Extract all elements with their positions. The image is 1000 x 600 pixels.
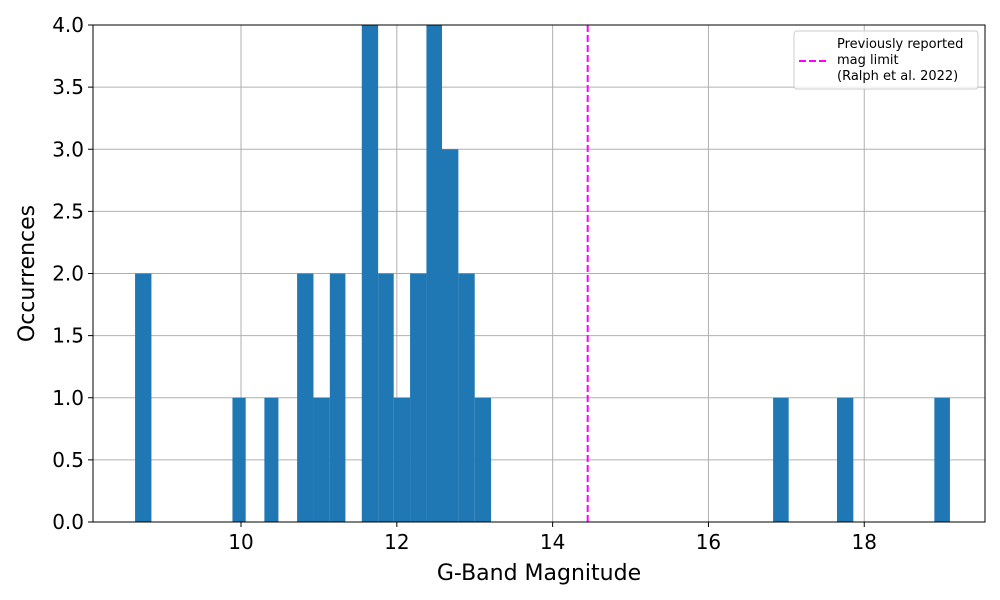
x-tick-label-2: 14 (540, 530, 565, 554)
x-tick-label-1: 12 (384, 530, 409, 554)
y-tick-label-3: 1.5 (52, 324, 84, 348)
x-tick-label-0: 10 (228, 530, 253, 554)
histogram-bar-4 (313, 397, 330, 522)
histogram-bar-15 (836, 397, 854, 522)
legend: Previously reported mag limit (Ralph et … (793, 30, 979, 90)
x-tick-label-4: 18 (852, 530, 877, 554)
histogram-bar-3 (297, 273, 314, 522)
y-tick-label-6: 3.0 (52, 137, 84, 161)
y-tick-label-0: 0.0 (52, 510, 84, 534)
x-tick-label-3: 16 (696, 530, 721, 554)
legend-entry-line-2: mag limit (837, 53, 899, 68)
histogram-bar-16 (934, 397, 950, 522)
histogram-bar-14 (773, 397, 789, 522)
histogram-bar-9 (410, 273, 427, 522)
y-tick-label-5: 2.5 (52, 199, 84, 223)
x-axis-title: G-Band Magnitude (437, 561, 641, 586)
legend-entry-line-3: (Ralph et al. 2022) (837, 69, 958, 84)
histogram-bar-7 (378, 273, 394, 522)
histogram-bar-10 (426, 25, 443, 522)
histogram-bar-6 (361, 25, 379, 522)
y-tick-label-8: 4.0 (52, 13, 84, 37)
x-axis-ticks: 10 12 14 16 18 (228, 522, 877, 554)
histogram-bar-1 (232, 397, 246, 522)
histogram-bar-2 (264, 397, 279, 522)
y-tick-label-2: 1.0 (52, 386, 84, 410)
y-tick-label-7: 3.5 (52, 75, 84, 99)
histogram-bar-5 (329, 273, 346, 522)
histogram-bar-11 (442, 149, 459, 522)
y-tick-label-4: 2.0 (52, 262, 84, 286)
bars (135, 25, 950, 522)
legend-entry-line-1: Previously reported (837, 37, 963, 52)
y-axis-title: Occurrences (15, 205, 40, 342)
y-axis-ticks: 0.0 0.5 1.0 1.5 2.0 2.5 3.0 3.5 4.0 (52, 13, 93, 534)
legend-box (793, 30, 979, 90)
y-tick-label-1: 0.5 (52, 448, 84, 472)
histogram-bar-8 (393, 397, 411, 522)
histogram-bar-13 (474, 397, 492, 522)
histogram-bar-12 (458, 273, 475, 522)
histogram-bar-0 (135, 273, 152, 522)
